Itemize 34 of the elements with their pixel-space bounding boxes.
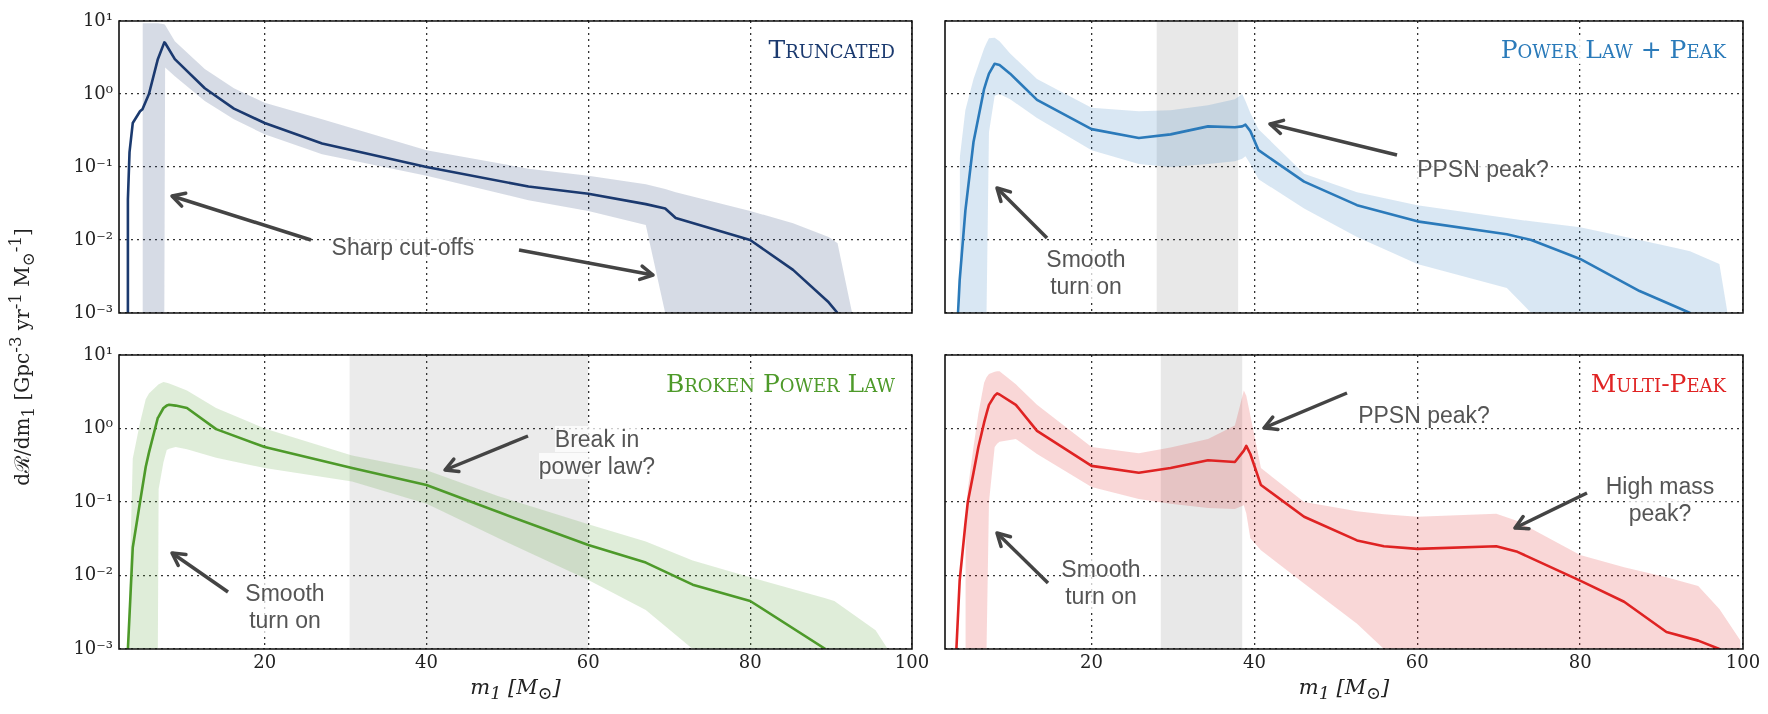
y-tick-label: 10⁻² xyxy=(73,227,113,249)
x-tick-label: 20 xyxy=(1080,651,1104,673)
annotation: Break in power law? xyxy=(538,426,656,479)
x-tick-label: 100 xyxy=(1725,651,1761,673)
annotation: High mass peak? xyxy=(1605,473,1715,526)
text: Power Law + Peak xyxy=(1497,35,1729,64)
text: Multi-Peak xyxy=(1587,369,1729,398)
annotation: PPSN peak? xyxy=(1358,401,1490,428)
x-tick-label: 60 xyxy=(576,651,600,673)
text: Broken Power Law xyxy=(662,369,898,398)
y-tick-label: 10¹ xyxy=(82,342,113,364)
x-axis-title: m$_{1}$ [M$_{⊙}$] xyxy=(1297,675,1391,704)
x-tick-label: 40 xyxy=(1242,651,1266,673)
text: Truncated xyxy=(765,35,898,64)
x-tick-label: 80 xyxy=(738,651,762,673)
y-tick-label: 10⁻³ xyxy=(73,636,113,658)
x-tick-label: 40 xyxy=(415,651,438,673)
annotation: PPSN peak? xyxy=(1417,155,1549,182)
annotation: Sharp cut-offs xyxy=(331,233,475,260)
y-tick-label: 10¹ xyxy=(82,8,113,30)
y-tick-label: 10⁻³ xyxy=(73,300,113,322)
annotation: Smooth turn on xyxy=(1046,246,1126,299)
x-axis-title: m$_{1}$ [M$_{⊙}$] xyxy=(469,675,562,704)
y-tick-label: 10⁻¹ xyxy=(73,489,113,511)
y-tick-label: 10⁻² xyxy=(73,563,113,585)
annotation: Smooth turn on xyxy=(245,580,325,633)
annotation: Smooth turn on xyxy=(1061,556,1141,609)
y-tick-label: 10⁻¹ xyxy=(73,154,113,176)
x-tick-label: 100 xyxy=(894,651,930,673)
y-tick-label: 10⁰ xyxy=(82,81,113,103)
x-tick-label: 60 xyxy=(1405,651,1429,673)
x-tick-label: 80 xyxy=(1568,651,1592,673)
x-tick-label: 20 xyxy=(253,651,277,673)
y-tick-label: 10⁰ xyxy=(82,416,113,438)
